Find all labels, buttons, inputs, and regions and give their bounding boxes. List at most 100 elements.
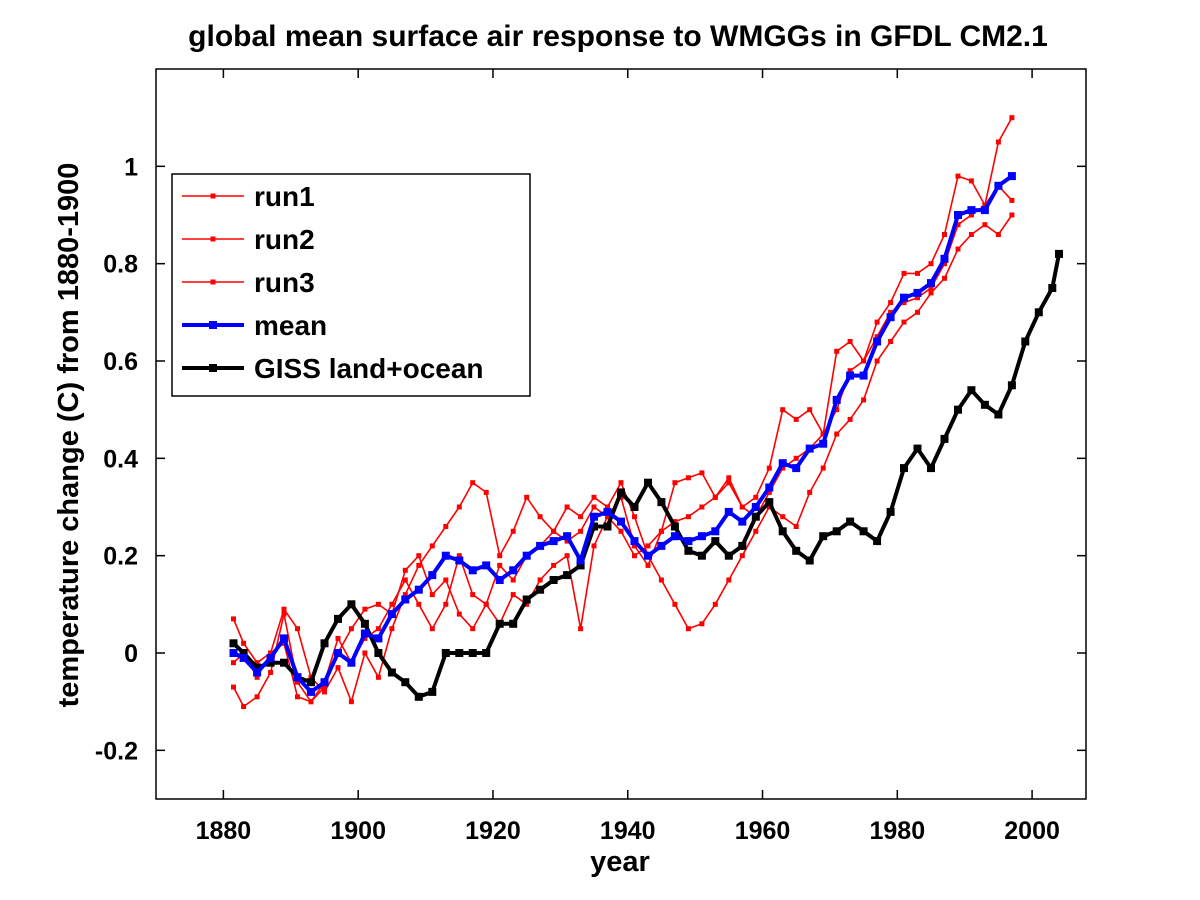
data-point bbox=[901, 270, 907, 276]
data-point bbox=[576, 561, 585, 570]
data-point bbox=[697, 551, 706, 560]
data-point bbox=[295, 694, 300, 700]
data-point bbox=[955, 222, 961, 228]
data-point bbox=[375, 674, 381, 680]
data-point bbox=[468, 649, 477, 657]
data-point bbox=[295, 626, 300, 632]
data-point bbox=[483, 601, 489, 607]
data-point bbox=[874, 319, 880, 325]
data-point bbox=[861, 397, 867, 403]
x-tick-label: 2000 bbox=[1004, 817, 1060, 845]
y-tick-label: 1 bbox=[124, 153, 138, 181]
data-point bbox=[780, 514, 786, 520]
data-point bbox=[295, 679, 300, 685]
data-point bbox=[738, 517, 747, 526]
data-point bbox=[239, 653, 248, 662]
x-axis-label: year bbox=[590, 846, 650, 878]
x-tick-label: 1940 bbox=[600, 817, 656, 845]
data-point bbox=[888, 339, 894, 344]
data-point bbox=[712, 601, 718, 607]
data-point bbox=[1055, 249, 1063, 258]
data-point bbox=[578, 626, 584, 632]
data-point bbox=[347, 600, 356, 609]
data-point bbox=[241, 704, 247, 709]
data-point bbox=[241, 640, 247, 646]
legend-label: run3 bbox=[254, 267, 315, 298]
data-point bbox=[564, 553, 570, 559]
data-point bbox=[1007, 381, 1016, 390]
data-point bbox=[994, 181, 1003, 190]
data-point bbox=[401, 678, 410, 687]
data-point bbox=[940, 254, 949, 263]
data-point bbox=[632, 514, 637, 520]
data-point bbox=[753, 528, 759, 534]
data-point bbox=[362, 606, 368, 612]
data-point bbox=[441, 649, 450, 657]
data-point bbox=[942, 261, 947, 267]
data-point bbox=[590, 522, 598, 531]
data-point bbox=[954, 211, 962, 219]
data-point bbox=[792, 546, 801, 555]
data-point bbox=[834, 348, 840, 354]
data-point bbox=[632, 553, 637, 559]
data-point bbox=[1021, 337, 1030, 346]
data-point bbox=[231, 684, 236, 690]
data-point bbox=[549, 576, 558, 584]
data-point bbox=[954, 405, 962, 414]
data-point bbox=[468, 566, 477, 575]
data-point bbox=[927, 464, 935, 473]
data-point bbox=[1009, 197, 1015, 203]
data-point bbox=[603, 507, 612, 516]
data-point bbox=[657, 541, 666, 550]
data-point bbox=[739, 553, 745, 559]
data-point bbox=[873, 537, 882, 546]
data-point bbox=[402, 592, 408, 598]
data-point bbox=[334, 649, 342, 657]
data-point bbox=[307, 687, 315, 696]
data-point bbox=[980, 206, 989, 215]
data-point bbox=[231, 616, 236, 622]
data-point bbox=[591, 504, 597, 510]
data-point bbox=[387, 610, 396, 619]
data-point bbox=[429, 626, 435, 632]
data-point bbox=[253, 668, 262, 677]
data-point bbox=[888, 309, 894, 315]
data-point bbox=[900, 464, 908, 473]
data-point bbox=[375, 626, 381, 632]
data-point bbox=[846, 371, 855, 380]
y-tick-label: -0.2 bbox=[95, 737, 138, 765]
data-point bbox=[348, 626, 354, 632]
data-point bbox=[1009, 212, 1015, 218]
data-point bbox=[670, 522, 679, 531]
data-point bbox=[792, 464, 801, 473]
data-point bbox=[751, 503, 760, 511]
data-point bbox=[551, 562, 557, 568]
data-point bbox=[617, 488, 625, 497]
data-point bbox=[874, 334, 880, 340]
data-point bbox=[307, 678, 315, 687]
data-point bbox=[281, 611, 287, 617]
data-point bbox=[765, 483, 774, 492]
plot-frame bbox=[155, 68, 1087, 800]
data-point bbox=[564, 504, 570, 510]
x-tick-label: 1880 bbox=[196, 817, 252, 845]
data-point bbox=[563, 571, 572, 580]
data-point bbox=[416, 562, 422, 568]
data-point bbox=[510, 528, 516, 534]
data-point bbox=[320, 639, 329, 648]
data-point bbox=[942, 232, 947, 237]
data-point bbox=[886, 313, 895, 322]
legend-label: mean bbox=[254, 310, 327, 341]
data-point bbox=[564, 538, 570, 544]
data-point bbox=[684, 537, 693, 546]
x-tick-label: 1960 bbox=[735, 817, 791, 845]
legend-marker bbox=[210, 279, 216, 285]
data-point bbox=[738, 541, 747, 550]
data-point bbox=[807, 489, 813, 495]
data-point bbox=[940, 434, 949, 443]
chart-title: global mean surface air response to WMGG… bbox=[188, 20, 1048, 53]
data-point bbox=[711, 537, 720, 546]
data-point bbox=[632, 543, 637, 549]
data-point bbox=[658, 528, 664, 534]
data-point bbox=[712, 494, 718, 500]
